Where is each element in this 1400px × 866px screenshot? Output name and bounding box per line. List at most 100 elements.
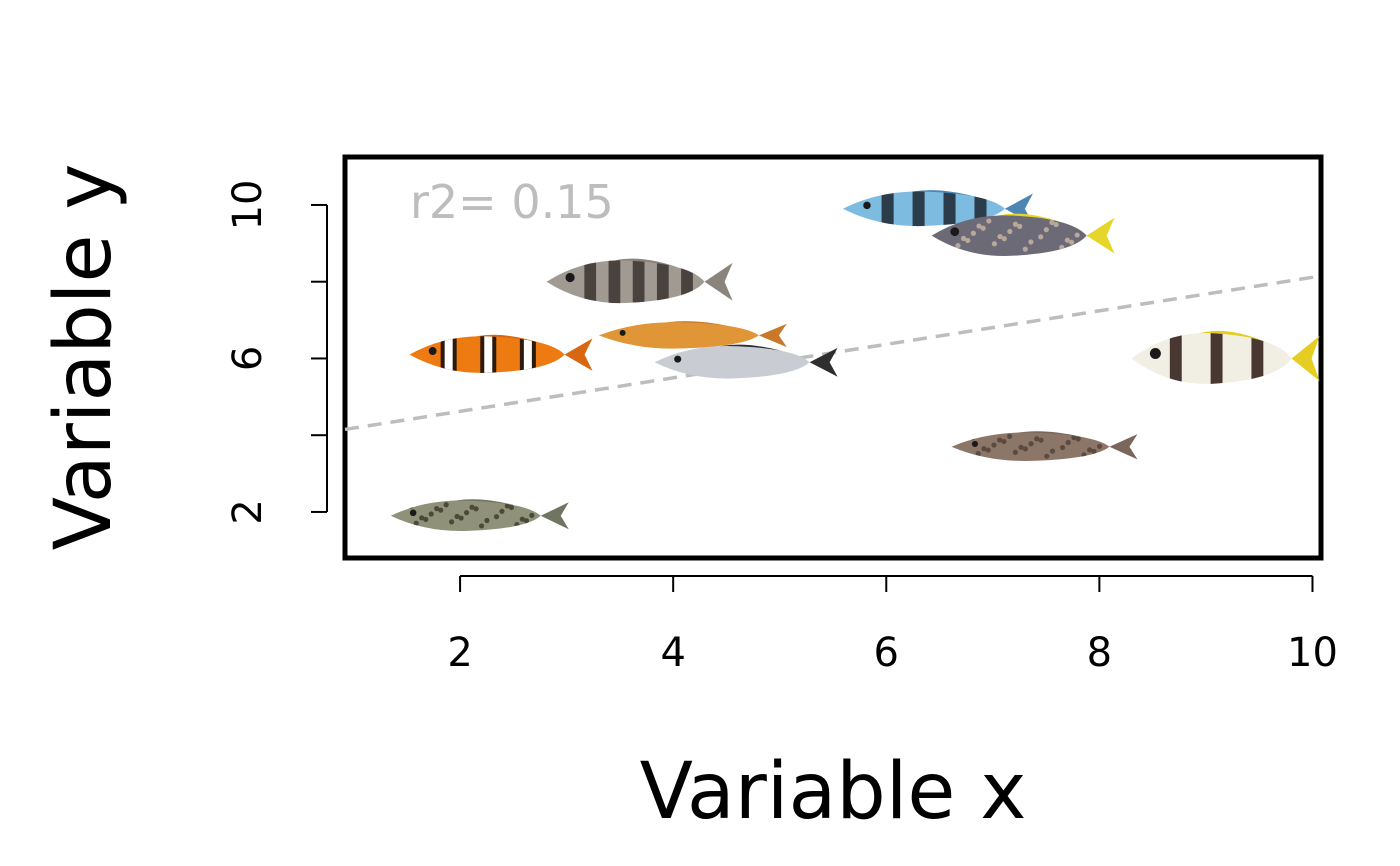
fish-spot <box>1049 219 1055 226</box>
fish-spot <box>1012 449 1018 455</box>
fish-band <box>484 336 493 373</box>
fish-band <box>584 260 597 304</box>
fish-spot <box>469 504 475 510</box>
x-axis-title: Variable x <box>640 747 1027 837</box>
y-axis-title: Variable y <box>39 164 129 551</box>
fish-band <box>1251 333 1264 384</box>
fish-spot <box>1018 444 1024 450</box>
fish-spot <box>413 520 419 526</box>
fish-spot <box>960 235 967 241</box>
fish-spot <box>985 447 991 453</box>
fish-spot <box>1022 246 1028 252</box>
fish-spot <box>449 519 455 525</box>
fish-spot <box>499 508 505 514</box>
fish-spot <box>997 437 1003 443</box>
fish-spot <box>443 502 449 508</box>
fish-eye <box>950 227 960 237</box>
fish-eye <box>971 440 979 447</box>
x-tick-label: 2 <box>447 630 472 676</box>
fish-tail <box>1109 434 1138 460</box>
fish-tail <box>564 338 593 371</box>
r2-annotation: r2= 0.15 <box>410 175 614 229</box>
fish-spot <box>1028 239 1034 245</box>
fish-spot <box>970 230 976 236</box>
fish-spot <box>1068 239 1075 245</box>
fish-spot <box>1022 446 1028 452</box>
fish-band <box>1210 333 1223 384</box>
data-point <box>1131 330 1320 384</box>
x-tick-label: 8 <box>1087 630 1112 676</box>
fish-spot <box>981 446 987 452</box>
fish-spot <box>1097 443 1103 449</box>
fish-spot <box>1049 448 1056 454</box>
fish-spot <box>523 518 530 524</box>
fish-spot <box>965 237 971 244</box>
fish-spot <box>1071 434 1077 441</box>
fish-spot <box>955 242 961 249</box>
fish-spot <box>980 225 986 231</box>
fish-band <box>881 191 894 227</box>
fish-spot <box>473 506 479 512</box>
points-group <box>390 190 1320 532</box>
fish-spot <box>1087 447 1093 453</box>
fish-body <box>951 432 1110 461</box>
y-tick-label: 6 <box>225 346 271 371</box>
fish-spot <box>976 223 982 229</box>
fish-tail <box>704 262 733 301</box>
fish-eye <box>428 347 437 355</box>
fish-tail <box>809 347 838 377</box>
fish-tail <box>758 323 787 348</box>
fish-body <box>654 346 810 379</box>
fish-eye <box>565 272 575 283</box>
fish-spot <box>508 504 515 511</box>
fish-spot <box>1044 453 1050 459</box>
fish-spot <box>423 516 429 522</box>
fish-spot <box>428 511 434 517</box>
fish-spot <box>1074 232 1080 238</box>
fish-spot <box>991 241 998 247</box>
fish-body <box>390 500 541 532</box>
fish-band <box>444 336 453 373</box>
fish-band <box>523 336 532 373</box>
fish-spot <box>478 523 485 529</box>
fish-spot <box>1034 436 1040 442</box>
fish-spot <box>419 515 425 521</box>
fish-band <box>912 191 925 227</box>
fish-spot <box>1038 437 1044 443</box>
fish-eye <box>863 201 871 210</box>
fish-spot <box>463 510 470 516</box>
data-point <box>951 431 1138 461</box>
x-tick-label: 10 <box>1287 630 1338 676</box>
fish-spot <box>1091 448 1097 454</box>
fish-band <box>943 191 956 227</box>
fish-spot <box>1028 441 1034 447</box>
fish-band <box>656 260 669 304</box>
fish-spot <box>519 516 525 522</box>
fish-tail <box>1086 217 1115 254</box>
fish-body <box>598 322 759 349</box>
fish-eye <box>1149 347 1161 359</box>
x-tick-label: 4 <box>660 630 685 676</box>
fish-spot <box>1001 236 1007 242</box>
fish-spot <box>1043 227 1049 233</box>
fish-spot <box>1053 221 1059 228</box>
fish-spot <box>458 515 464 521</box>
data-point <box>409 334 593 373</box>
fish-spot <box>504 503 510 509</box>
fish-band <box>632 260 645 304</box>
fish-band <box>681 260 693 304</box>
fish-band <box>1169 333 1182 384</box>
fish-spot <box>529 512 535 518</box>
fish-body <box>931 215 1087 257</box>
fish-spot <box>1001 438 1007 445</box>
data-point <box>598 321 787 349</box>
data-point <box>390 499 569 532</box>
fish-spot <box>454 513 460 520</box>
fish-spot <box>1007 433 1013 440</box>
fish-spot <box>1065 439 1071 446</box>
data-point <box>654 344 838 379</box>
fish-eye <box>619 329 626 336</box>
fish-spot <box>1038 234 1044 240</box>
fish-spot <box>1064 237 1070 243</box>
